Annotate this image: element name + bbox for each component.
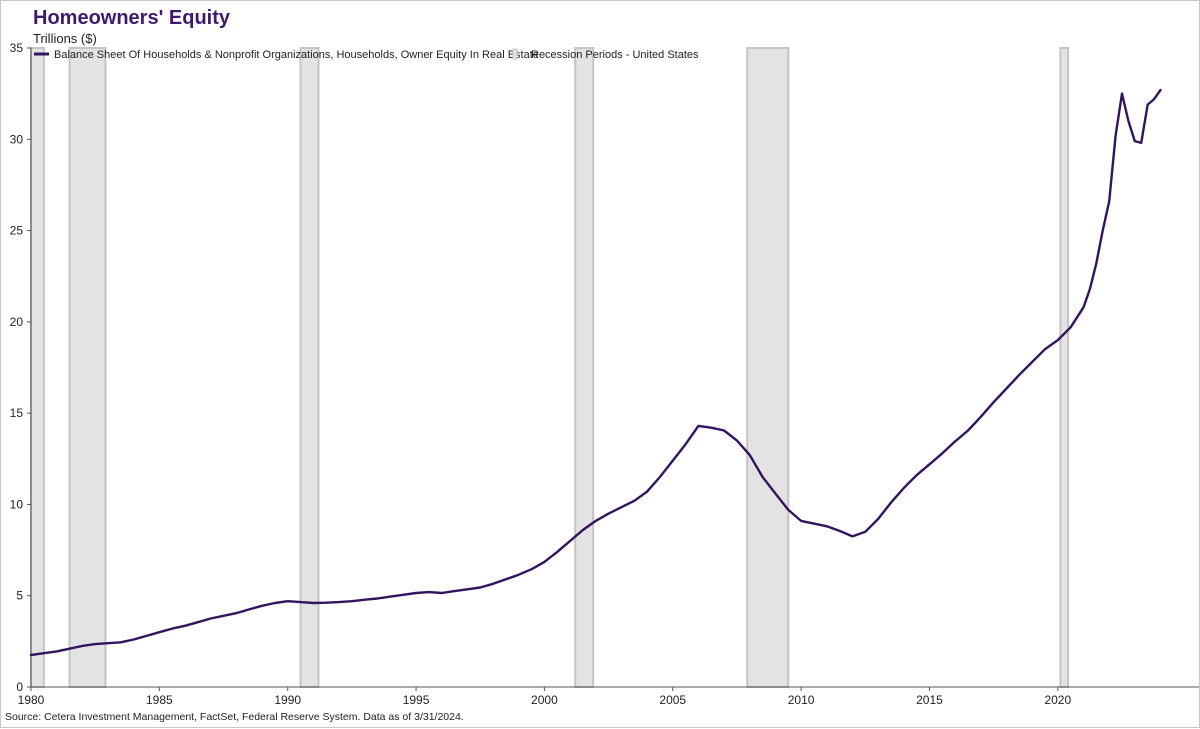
y-tick-label-20: 20 (10, 315, 24, 329)
recession-band-2 (68, 47, 107, 688)
x-tick-label-2005: 2005 (659, 693, 686, 707)
y-tick-label-15: 15 (10, 406, 24, 420)
y-tick-label-35: 35 (10, 41, 24, 55)
x-tick-label-2010: 2010 (788, 693, 815, 707)
y-tick-label-5: 5 (16, 589, 23, 603)
x-tick-label-2015: 2015 (916, 693, 943, 707)
legend: Balance Sheet Of Households & Nonprofit … (34, 48, 699, 61)
chart-title: Homeowners' Equity (33, 7, 231, 29)
series-line-1 (29, 88, 1162, 657)
recession-band-1 (30, 47, 45, 688)
y-axis-unit-label: Trillions ($) (33, 31, 97, 46)
x-tick-label-2020: 2020 (1044, 693, 1071, 707)
recession-bands (30, 47, 1070, 688)
source-note: Source: Cetera Investment Management, Fa… (5, 711, 464, 723)
axes: 0 5 10 15 20 25 30 35 1980 1985 1990 1995 2000 2005 20… (10, 41, 1199, 707)
x-tick-label-2000: 2000 (531, 693, 558, 707)
series-group (29, 88, 1162, 657)
x-tick-label-1980: 1980 (18, 693, 45, 707)
y-tick-label-10: 10 (10, 497, 24, 511)
recession-band-5 (746, 47, 790, 688)
y-tick-label-0: 0 (16, 680, 23, 694)
x-tick-label-1990: 1990 (274, 693, 301, 707)
recession-band-4 (574, 47, 595, 688)
recession-band-3 (299, 47, 320, 688)
legend-label-recession: Recession Periods - United States (531, 49, 699, 61)
recession-band-6 (1059, 47, 1070, 688)
y-tick-label-25: 25 (10, 224, 24, 238)
legend-recession-swatch (512, 48, 518, 60)
x-tick-label-1985: 1985 (146, 693, 173, 707)
legend-label-equity: Balance Sheet Of Households & Nonprofit … (54, 49, 539, 61)
y-tick-label-30: 30 (10, 132, 24, 146)
x-tick-label-1995: 1995 (403, 693, 430, 707)
